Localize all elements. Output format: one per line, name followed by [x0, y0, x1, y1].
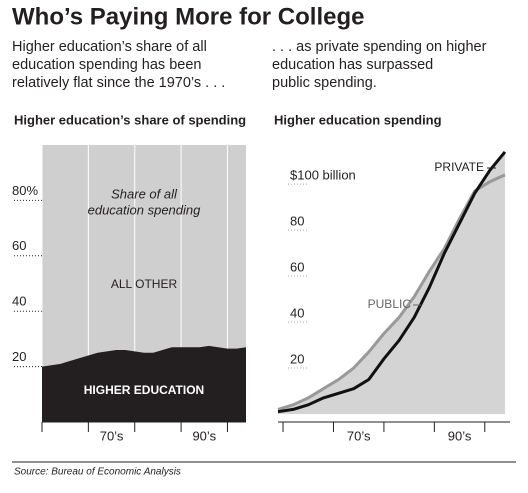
y-tick-label: 40 [12, 294, 26, 309]
area-label: HIGHER EDUCATION [84, 383, 204, 397]
y-tick-label: 20 [12, 349, 26, 364]
x-tick-label: 70’s [100, 428, 124, 443]
subtitle: education spending has been [12, 57, 201, 73]
subtitle: relatively flat since the 1970’s . . . [12, 75, 225, 91]
y-tick-label: 20 [290, 351, 304, 366]
subtitle: public spending. [272, 75, 377, 91]
y-tick-label: $100 billion [290, 168, 356, 183]
y-tick-label: 60 [290, 259, 304, 274]
y-tick-label: 80 [290, 214, 304, 229]
subtitle: . . . as private spending on higher [272, 39, 487, 55]
legend-label: PRIVATE [434, 160, 484, 174]
page-title: Who’s Paying More for College [12, 3, 364, 30]
background-label: ALL OTHER [111, 277, 178, 291]
x-tick-label: 90’s [448, 428, 472, 443]
y-tick-label: 80% [12, 183, 38, 198]
x-tick-label: 90’s [192, 428, 216, 443]
area-fill [278, 151, 505, 414]
chart-heading: Higher education spending [274, 112, 442, 127]
annotation: education spending [88, 202, 202, 217]
y-tick-label: 40 [290, 305, 304, 320]
legend-label: PUBLIC [368, 297, 412, 311]
x-tick-label: 70’s [347, 428, 371, 443]
annotation: Share of all [111, 186, 178, 201]
subtitle: Higher education’s share of all [12, 39, 207, 55]
subtitle: education has surpassed [272, 57, 433, 73]
source: Source: Bureau of Economic Analysis [14, 467, 181, 478]
chart-heading: Higher education’s share of spending [14, 112, 246, 127]
y-tick-label: 60 [12, 238, 26, 253]
area [42, 345, 246, 422]
line [277, 150, 507, 414]
line [277, 173, 506, 411]
